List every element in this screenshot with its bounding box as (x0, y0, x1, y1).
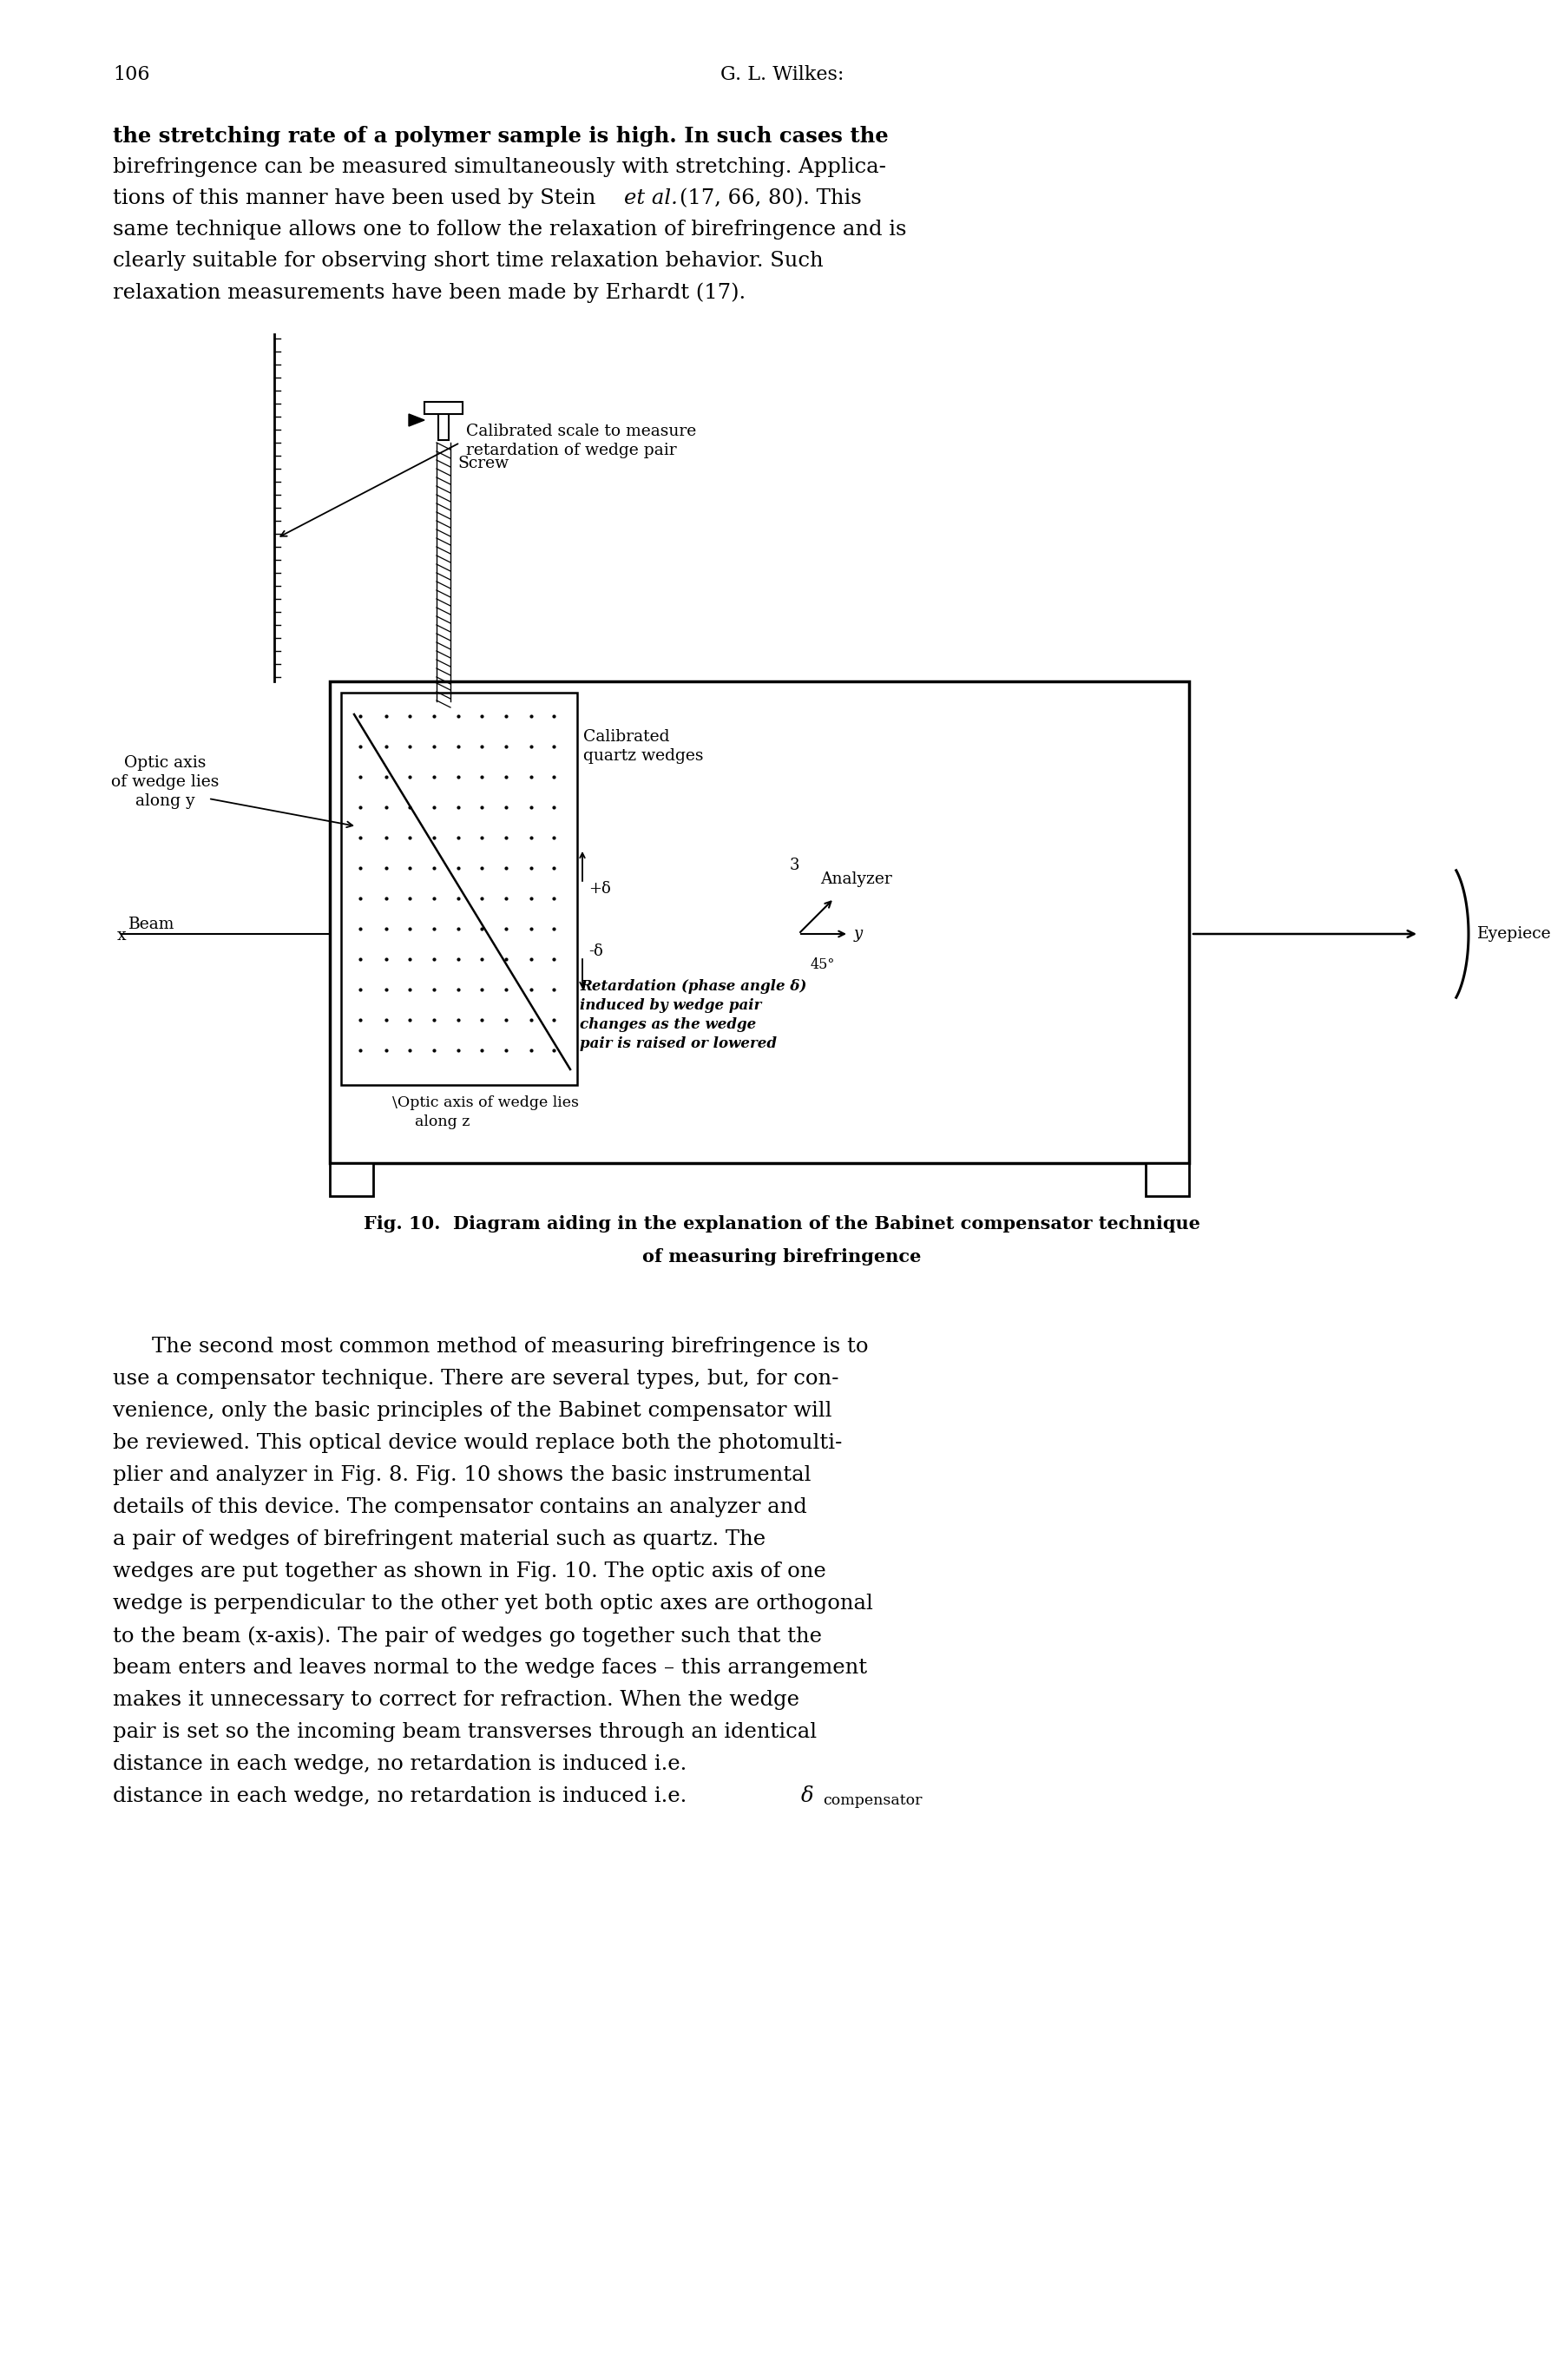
Text: use a compensator technique. There are several types, but, for con-: use a compensator technique. There are s… (113, 1368, 838, 1390)
Text: compensator: compensator (823, 1792, 923, 1809)
Text: \Optic axis of wedge lies: \Optic axis of wedge lies (393, 1095, 579, 1109)
Text: tions of this manner have been used by Stein: tions of this manner have been used by S… (113, 188, 602, 209)
Text: quartz wedges: quartz wedges (583, 747, 704, 764)
Text: beam enters and leaves normal to the wedge faces – this arrangement: beam enters and leaves normal to the wed… (113, 1659, 866, 1678)
Text: distance in each wedge, no retardation is induced i.e.: distance in each wedge, no retardation i… (113, 1787, 687, 1806)
Text: Retardation (phase angle δ): Retardation (phase angle δ) (580, 978, 807, 995)
Text: same technique allows one to follow the relaxation of birefringence and is: same technique allows one to follow the … (113, 219, 907, 240)
Text: along z: along z (414, 1114, 469, 1128)
Bar (330, 1164, 374, 1197)
Text: Beam: Beam (128, 916, 175, 933)
Text: relaxation measurements have been made by Erhardt (17).: relaxation measurements have been made b… (113, 283, 746, 302)
Text: a pair of wedges of birefringent material such as quartz. The: a pair of wedges of birefringent materia… (113, 1530, 766, 1549)
Text: 106: 106 (113, 64, 150, 83)
Text: the stretching rate of a polymer sample is high. In such cases the: the stretching rate of a polymer sample … (113, 126, 888, 148)
Text: y: y (854, 926, 863, 942)
Text: δ: δ (801, 1787, 813, 1806)
Text: The second most common method of measuring birefringence is to: The second most common method of measuri… (152, 1338, 868, 1357)
Text: Eyepiece: Eyepiece (1478, 926, 1551, 942)
Text: +δ: +δ (588, 881, 612, 897)
Bar (424, 402, 463, 414)
Text: Analyzer: Analyzer (820, 871, 891, 888)
Text: retardation of wedge pair: retardation of wedge pair (466, 443, 677, 459)
Text: x: x (117, 928, 127, 942)
Text: Calibrated: Calibrated (583, 728, 669, 745)
Text: makes it unnecessary to correct for refraction. When the wedge: makes it unnecessary to correct for refr… (113, 1690, 799, 1709)
Text: pair is raised or lowered: pair is raised or lowered (580, 1035, 777, 1052)
Text: induced by wedge pair: induced by wedge pair (580, 997, 762, 1014)
Bar (438, 407, 449, 440)
Text: to the beam (x-axis). The pair of wedges go together such that the: to the beam (x-axis). The pair of wedges… (113, 1626, 823, 1647)
Text: 3: 3 (790, 857, 799, 873)
Text: (17, 66, 80). This: (17, 66, 80). This (680, 188, 862, 209)
Text: plier and analyzer in Fig. 8. Fig. 10 shows the basic instrumental: plier and analyzer in Fig. 8. Fig. 10 sh… (113, 1466, 812, 1485)
Text: Calibrated scale to measure: Calibrated scale to measure (466, 424, 696, 440)
Text: Screw: Screw (457, 455, 508, 471)
Text: along y: along y (135, 793, 194, 809)
Text: distance in each wedge, no retardation is induced i.e.: distance in each wedge, no retardation i… (113, 1754, 687, 1773)
Text: G. L. Wilkes:: G. L. Wilkes: (719, 64, 845, 83)
Text: wedge is perpendicular to the other yet both optic axes are orthogonal: wedge is perpendicular to the other yet … (113, 1595, 873, 1614)
Text: be reviewed. This optical device would replace both the photomulti-: be reviewed. This optical device would r… (113, 1433, 841, 1454)
Text: et al.: et al. (624, 188, 677, 209)
Text: -δ: -δ (588, 942, 604, 959)
Text: pair is set so the incoming beam transverses through an identical: pair is set so the incoming beam transve… (113, 1723, 816, 1742)
Text: of measuring birefringence: of measuring birefringence (643, 1247, 921, 1266)
Text: birefringence can be measured simultaneously with stretching. Applica-: birefringence can be measured simultaneo… (113, 157, 887, 176)
Bar (1146, 1164, 1189, 1197)
Text: 45°: 45° (810, 957, 835, 973)
Text: Fig. 10.  Diagram aiding in the explanation of the Babinet compensator technique: Fig. 10. Diagram aiding in the explanati… (364, 1216, 1200, 1233)
Text: venience, only the basic principles of the Babinet compensator will: venience, only the basic principles of t… (113, 1402, 832, 1421)
Text: of wedge lies: of wedge lies (111, 774, 219, 790)
Text: wedges are put together as shown in Fig. 10. The optic axis of one: wedges are put together as shown in Fig.… (113, 1561, 826, 1580)
Bar (330, 681, 1189, 1164)
Bar (341, 693, 577, 1085)
Text: details of this device. The compensator contains an analyzer and: details of this device. The compensator … (113, 1497, 807, 1516)
Text: clearly suitable for observing short time relaxation behavior. Such: clearly suitable for observing short tim… (113, 250, 823, 271)
Polygon shape (408, 414, 424, 426)
Text: changes as the wedge: changes as the wedge (580, 1016, 755, 1033)
Text: Optic axis: Optic axis (124, 754, 206, 771)
